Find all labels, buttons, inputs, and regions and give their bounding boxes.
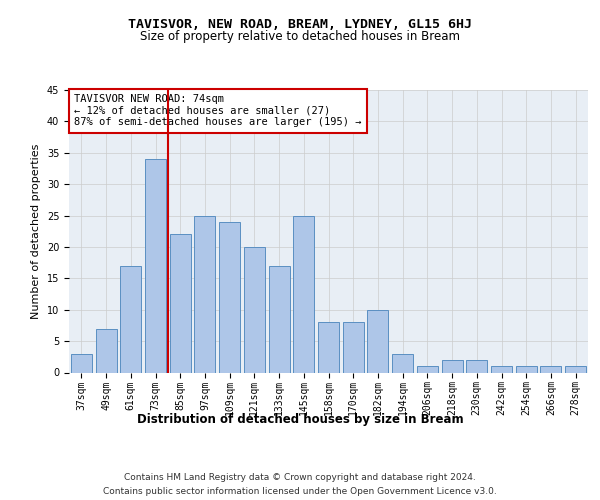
Bar (194, 216, 215, 372)
Text: Contains public sector information licensed under the Open Government Licence v3: Contains public sector information licen… (103, 488, 497, 496)
Bar (318, 322, 339, 372)
Bar (541, 366, 562, 372)
Bar (293, 216, 314, 372)
Bar (565, 366, 586, 372)
Bar (417, 366, 438, 372)
Bar (120, 266, 141, 372)
Bar (145, 159, 166, 372)
Bar (269, 266, 290, 372)
Text: TAVISVOR, NEW ROAD, BREAM, LYDNEY, GL15 6HJ: TAVISVOR, NEW ROAD, BREAM, LYDNEY, GL15 … (128, 18, 472, 30)
Bar (343, 322, 364, 372)
Y-axis label: Number of detached properties: Number of detached properties (31, 144, 41, 319)
Bar (219, 222, 240, 372)
Bar (516, 366, 537, 372)
Bar (170, 234, 191, 372)
Bar (491, 366, 512, 372)
Bar (71, 354, 92, 372)
Text: Distribution of detached houses by size in Bream: Distribution of detached houses by size … (137, 412, 463, 426)
Text: TAVISVOR NEW ROAD: 74sqm
← 12% of detached houses are smaller (27)
87% of semi-d: TAVISVOR NEW ROAD: 74sqm ← 12% of detach… (74, 94, 362, 128)
Text: Size of property relative to detached houses in Bream: Size of property relative to detached ho… (140, 30, 460, 43)
Bar (392, 354, 413, 372)
Bar (442, 360, 463, 372)
Bar (367, 310, 388, 372)
Bar (95, 328, 116, 372)
Text: Contains HM Land Registry data © Crown copyright and database right 2024.: Contains HM Land Registry data © Crown c… (124, 472, 476, 482)
Bar (244, 247, 265, 372)
Bar (466, 360, 487, 372)
